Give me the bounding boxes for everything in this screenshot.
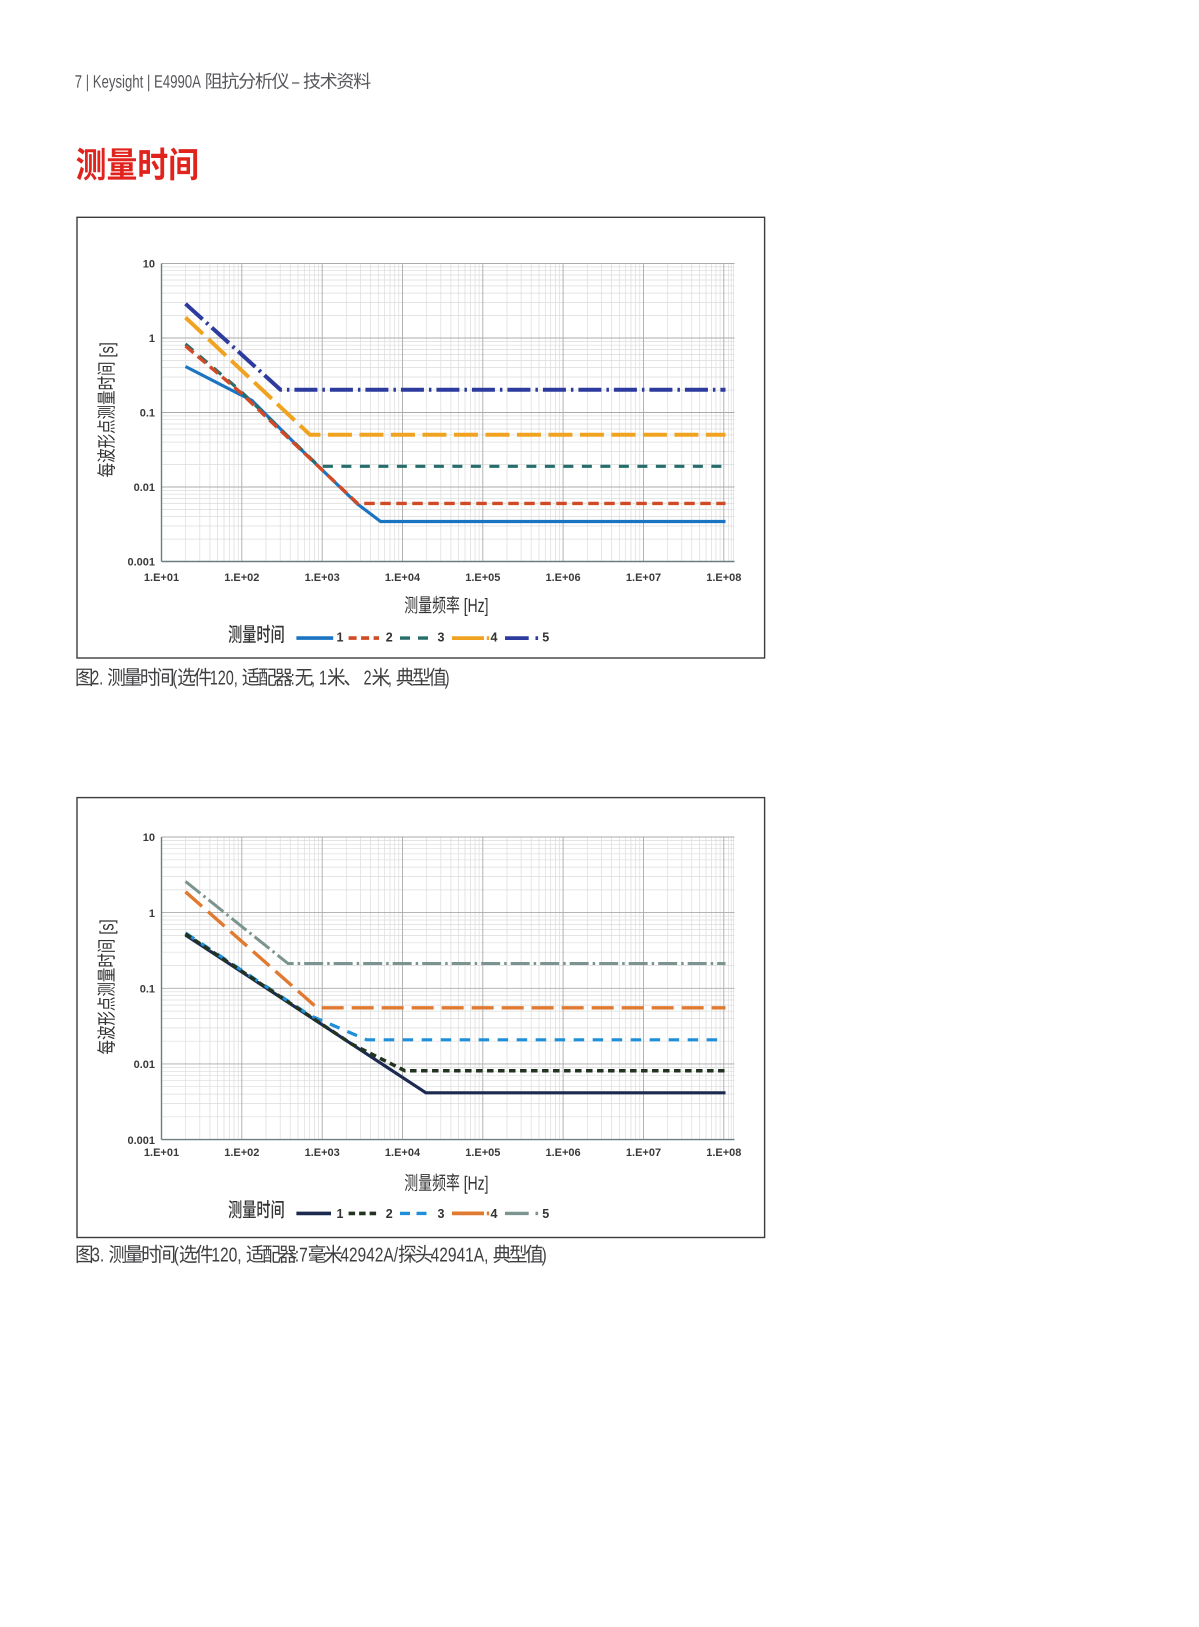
svg-text:2: 2 xyxy=(386,630,393,644)
svg-text:3: 3 xyxy=(438,1207,445,1221)
svg-text:1: 1 xyxy=(149,908,155,920)
svg-text:1.E+05: 1.E+05 xyxy=(465,572,500,584)
svg-text:0.01: 0.01 xyxy=(134,482,155,494)
svg-text:1.E+06: 1.E+06 xyxy=(546,1147,581,1159)
svg-text:5: 5 xyxy=(542,1207,549,1221)
svg-text:1.E+08: 1.E+08 xyxy=(706,572,741,584)
svg-text:1.E+05: 1.E+05 xyxy=(465,1147,500,1159)
svg-text:1: 1 xyxy=(337,1207,344,1221)
svg-text:1.E+04: 1.E+04 xyxy=(385,1147,421,1159)
svg-text:0.001: 0.001 xyxy=(127,557,155,569)
svg-text:3: 3 xyxy=(438,630,445,644)
svg-text:1.E+01: 1.E+01 xyxy=(144,572,179,584)
svg-text:0.01: 0.01 xyxy=(134,1059,155,1071)
svg-text:1.E+08: 1.E+08 xyxy=(706,1147,741,1159)
svg-text:1.E+03: 1.E+03 xyxy=(305,1147,340,1159)
svg-text:4: 4 xyxy=(491,1207,498,1221)
svg-text:1: 1 xyxy=(149,333,155,345)
svg-text:1.E+01: 1.E+01 xyxy=(144,1147,179,1159)
svg-text:0.1: 0.1 xyxy=(140,408,155,420)
svg-text:1.E+03: 1.E+03 xyxy=(305,572,340,584)
svg-text:1.E+04: 1.E+04 xyxy=(385,572,421,584)
svg-text:0.001: 0.001 xyxy=(127,1135,155,1147)
svg-text:10: 10 xyxy=(143,259,155,271)
svg-text:1.E+07: 1.E+07 xyxy=(626,1147,661,1159)
svg-text:0.1: 0.1 xyxy=(140,984,155,996)
svg-text:4: 4 xyxy=(491,630,498,644)
svg-text:10: 10 xyxy=(143,832,155,844)
svg-text:1.E+02: 1.E+02 xyxy=(224,1147,259,1159)
svg-text:2: 2 xyxy=(386,1207,393,1221)
svg-text:1: 1 xyxy=(337,630,344,644)
svg-text:5: 5 xyxy=(542,630,549,644)
svg-text:1.E+02: 1.E+02 xyxy=(224,572,259,584)
svg-text:1.E+07: 1.E+07 xyxy=(626,572,661,584)
svg-text:1.E+06: 1.E+06 xyxy=(546,572,581,584)
